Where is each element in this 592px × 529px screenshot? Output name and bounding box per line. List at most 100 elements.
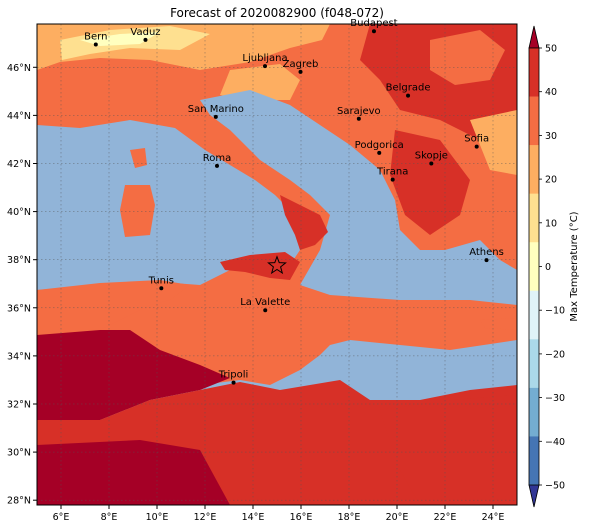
colorbar-tick-label: 50 (545, 44, 557, 55)
city-label: Sarajevo (337, 106, 381, 117)
bulgaria-zone (470, 110, 517, 175)
lon-tick-label: 10°E (146, 512, 169, 523)
city-label: Tunis (148, 275, 174, 286)
sahara-hot-zone (37, 330, 230, 420)
lat-tick-label: 36°N (7, 303, 31, 314)
colorbar-tick-label: −20 (545, 349, 565, 360)
lat-tick-label: 34°N (7, 351, 31, 362)
city-dot (356, 116, 361, 121)
city-label: Budapest (350, 18, 397, 29)
city-dot (215, 163, 219, 168)
colorbar-tick-label: −40 (545, 437, 565, 448)
colorbar-tick-label: 0 (545, 262, 551, 273)
lon-tick-label: 12°E (194, 512, 217, 523)
corsica-zone (130, 148, 147, 168)
city-label: Athens (469, 247, 504, 258)
city-label: Roma (203, 153, 232, 164)
colorbar-segment (529, 339, 539, 389)
city-dot (406, 93, 411, 98)
city-label: Bern (84, 31, 107, 42)
alps-cool-zone (80, 32, 160, 46)
city-dot (159, 286, 164, 291)
city-label: Skopje (415, 150, 448, 161)
libya-interior-zone (37, 440, 230, 505)
algeria-coast-zone (37, 280, 190, 335)
lon-tick-label: 6°E (53, 512, 70, 523)
colorbar-tick-label: −30 (545, 393, 565, 404)
lon-tick-label: 16°E (290, 512, 313, 523)
colorbar-segment (529, 145, 539, 194)
longitude-axis: 6°E 8°E 10°E 12°E 14°E 16°E 18°E 20°E 22°E 24°E (53, 505, 505, 523)
lon-tick-label: 24°E (482, 512, 505, 523)
city-label: Ljubljana (242, 53, 287, 64)
star-marker-icon (267, 255, 287, 275)
colorbar-tick-label: 40 (545, 87, 557, 98)
lat-tick-label: 42°N (7, 159, 31, 170)
lat-tick-label: 38°N (7, 255, 31, 266)
lon-tick-label: 20°E (386, 512, 409, 523)
city-label: La Valette (240, 297, 290, 308)
city-dot (263, 64, 267, 69)
city-dot (143, 37, 148, 42)
city-label: San Marino (188, 104, 244, 115)
city-label: Zagreb (283, 59, 319, 70)
city-dot (263, 308, 268, 313)
lat-tick-label: 40°N (7, 207, 31, 218)
map-area (37, 24, 517, 505)
lon-tick-label: 14°E (242, 512, 265, 523)
lon-tick-label: 22°E (434, 512, 457, 523)
colorbar-label: Max Temperature (°C) (569, 211, 580, 321)
tyrrhenian-sea (37, 120, 300, 290)
colorbar-segment (529, 242, 539, 292)
colorbar-tick-label: −50 (545, 481, 565, 492)
lat-tick-label: 44°N (7, 111, 31, 122)
lon-tick-label: 8°E (101, 512, 118, 523)
crete-zone (480, 318, 517, 330)
colorbar-segment (529, 290, 539, 340)
lat-tick-label: 32°N (7, 399, 31, 410)
colorbar: 50 40 30 20 10 0 −10 −20 −30 −40 −50 Max Temperatur… (528, 25, 580, 508)
colorbar-min-arrow (528, 484, 540, 508)
city-label: Tripoli (218, 370, 249, 381)
city-dot (377, 150, 382, 155)
romania-zone (430, 30, 505, 85)
city-label: Sofia (464, 134, 489, 145)
city-dot (231, 380, 236, 385)
city-label: Belgrade (386, 83, 431, 94)
egypt-zone (380, 395, 517, 505)
colorbar-max-arrow (528, 25, 540, 49)
colorbar-segment (529, 48, 539, 97)
colorbar-tick-label: −10 (545, 306, 565, 317)
colorbar-segment (529, 387, 539, 437)
latitude-axis: 28°N 30°N 32°N 34°N 36°N 38°N 40°N 42°N 44°N 46°N (7, 63, 37, 507)
colorbar-tick-label: 30 (545, 131, 557, 142)
city-label: Podgorica (355, 140, 404, 151)
star-marker (267, 255, 287, 275)
city-dot (484, 258, 489, 263)
city-label: Vaduz (130, 27, 160, 38)
colorbar-segment (529, 96, 539, 146)
sardinia-zone (120, 185, 155, 237)
city-dot (298, 69, 303, 74)
po-warm-zone (220, 64, 300, 100)
lon-tick-label: 18°E (338, 512, 361, 523)
greece-hot-zone (390, 130, 470, 235)
colorbar-tick-label: 10 (545, 218, 557, 229)
calabria-zone (280, 195, 328, 250)
colorbar-segment (529, 193, 539, 243)
colorbar-tick-label: 20 (545, 175, 557, 186)
city-dot (474, 144, 479, 149)
city-dot (371, 29, 376, 34)
sicily-zone (220, 252, 300, 280)
colorbar-segment (529, 436, 539, 486)
city-label: Tirana (376, 167, 408, 178)
lat-tick-label: 30°N (7, 448, 31, 459)
map-frame (36, 23, 518, 506)
city-dot (429, 161, 434, 166)
city-dot (213, 114, 218, 119)
map-title: Forecast of 2020082900 (f048-072) (170, 6, 384, 20)
lat-tick-label: 28°N (7, 496, 31, 507)
city-dot (93, 42, 98, 47)
